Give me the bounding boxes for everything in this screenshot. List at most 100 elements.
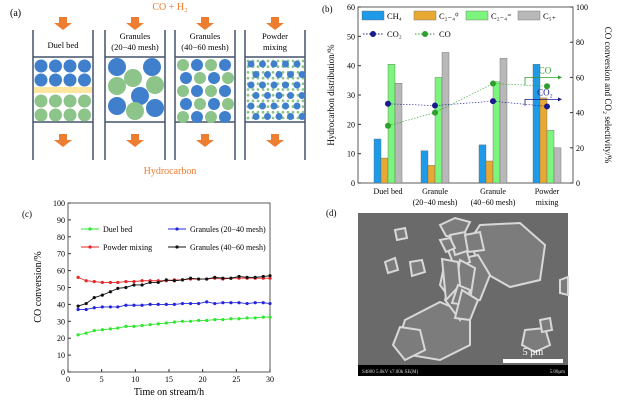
catalyst-particle-green [256, 65, 260, 69]
catalyst-particle-blue [282, 60, 289, 68]
b-ytick-label: 10 [347, 150, 355, 159]
catalyst-particle-green [126, 102, 144, 120]
data-point [268, 276, 272, 280]
quartz-layer [34, 87, 92, 93]
catalyst-particle-green [286, 99, 290, 103]
column-label: mixing [263, 42, 288, 52]
catalyst-particle-green [49, 94, 62, 108]
catalyst-particle-blue [63, 59, 77, 73]
data-point [261, 301, 265, 305]
b-ytick-label: 30 [347, 91, 355, 100]
b-y2label: CO conversion and CO₂ selectivity/% [603, 27, 613, 164]
bar-3 [553, 147, 562, 184]
data-point [140, 323, 144, 328]
data-point [156, 322, 160, 326]
catalyst-particle-green [256, 82, 260, 86]
catalyst-particle-green [194, 72, 206, 84]
sem-info-bar [358, 365, 568, 376]
catalyst-particle-blue [287, 71, 294, 78]
catalyst-particle-green [205, 111, 217, 123]
data-point [180, 319, 185, 323]
b-y2tick-label: 60 [576, 73, 584, 82]
catalyst-particle-green [261, 71, 265, 74]
catalyst-particle-green [266, 65, 270, 69]
bar-2 [434, 77, 443, 184]
data-point [221, 276, 225, 280]
c-ylabel: CO conversion/% [33, 251, 44, 322]
catalyst-particle-green [246, 93, 250, 97]
catalyst-particle-green [108, 77, 126, 95]
column-label: (20−40 mesh) [111, 42, 159, 52]
data-point [237, 301, 241, 305]
catalyst-particle-blue [63, 73, 77, 87]
catalyst-particle-green [251, 99, 255, 103]
legend-label: CO [439, 29, 451, 39]
catalyst-particle-green [276, 110, 280, 114]
data-point [108, 290, 113, 294]
data-point [213, 318, 217, 322]
catalyst-particle-blue [180, 72, 192, 84]
legend-swatch [413, 10, 437, 21]
catalyst-particle-green [301, 59, 305, 63]
data-point [140, 283, 144, 287]
product-arrow-icon [196, 134, 214, 147]
catalyst-particle-blue [270, 60, 278, 68]
bar-0 [478, 144, 487, 184]
bar-1 [427, 165, 436, 184]
scale-bar [503, 359, 563, 363]
point-CO [385, 122, 391, 129]
feed-arrow-icon [54, 17, 72, 30]
catalyst-particle-blue [264, 92, 271, 99]
data-point [188, 301, 193, 306]
catalyst-particle-blue [264, 113, 271, 120]
catalyst-particle-green [251, 110, 255, 114]
catalyst-particle-green [281, 88, 285, 91]
catalyst-particle-blue [49, 59, 62, 73]
legend-label: C₂₋₄⁼ [491, 11, 512, 21]
sem-particles [383, 216, 569, 362]
catalyst-particle-green [177, 111, 189, 123]
catalyst-particle-blue [270, 102, 278, 110]
data-point [140, 279, 144, 283]
line-CO [387, 83, 548, 127]
catalyst-particle-green [146, 76, 164, 94]
data-point [229, 301, 233, 305]
legend-label: CH₄ [387, 11, 402, 21]
panel-b-label: (b) [322, 4, 333, 14]
c-ytick-label: 10 [57, 351, 65, 360]
catalyst-particle-green [246, 76, 250, 80]
catalyst-particle-green [271, 110, 275, 114]
line-CO₂ [387, 100, 548, 107]
data-point [164, 278, 168, 282]
catalyst-particle-blue [259, 60, 266, 68]
catalyst-particle-green [246, 88, 250, 91]
data-point [156, 302, 160, 306]
catalyst-particle-blue [287, 113, 294, 120]
data-point [132, 283, 136, 287]
catalyst-particle-green [296, 76, 300, 80]
bar-0 [532, 63, 541, 184]
catalyst-particle-green [256, 99, 260, 103]
data-point [116, 286, 120, 290]
catalyst-particle-blue [191, 85, 203, 97]
catalyst-particle-blue [264, 71, 271, 78]
catalyst-particle-green [271, 88, 275, 91]
b-y2tick-label: 80 [576, 38, 584, 47]
catalyst-particle-green [276, 65, 280, 69]
catalyst-particle-blue [293, 60, 301, 68]
catalyst-particle-green [271, 93, 275, 97]
b-category-label: Duel bed [373, 187, 402, 196]
c-ytick-label: 60 [57, 267, 65, 276]
data-point [164, 302, 168, 306]
catalyst-particle-green [222, 72, 234, 84]
b-category-label: Granule [422, 187, 448, 196]
data-point [116, 326, 120, 330]
catalyst-particle-green [266, 59, 270, 63]
catalyst-particle-blue [247, 102, 255, 110]
product-label: Hydrocarbon [144, 166, 197, 177]
bar-0 [373, 138, 382, 184]
catalyst-particle-green [124, 69, 142, 87]
data-point [180, 301, 185, 306]
legend-label: Granules (40−60 mesh) [190, 243, 266, 252]
